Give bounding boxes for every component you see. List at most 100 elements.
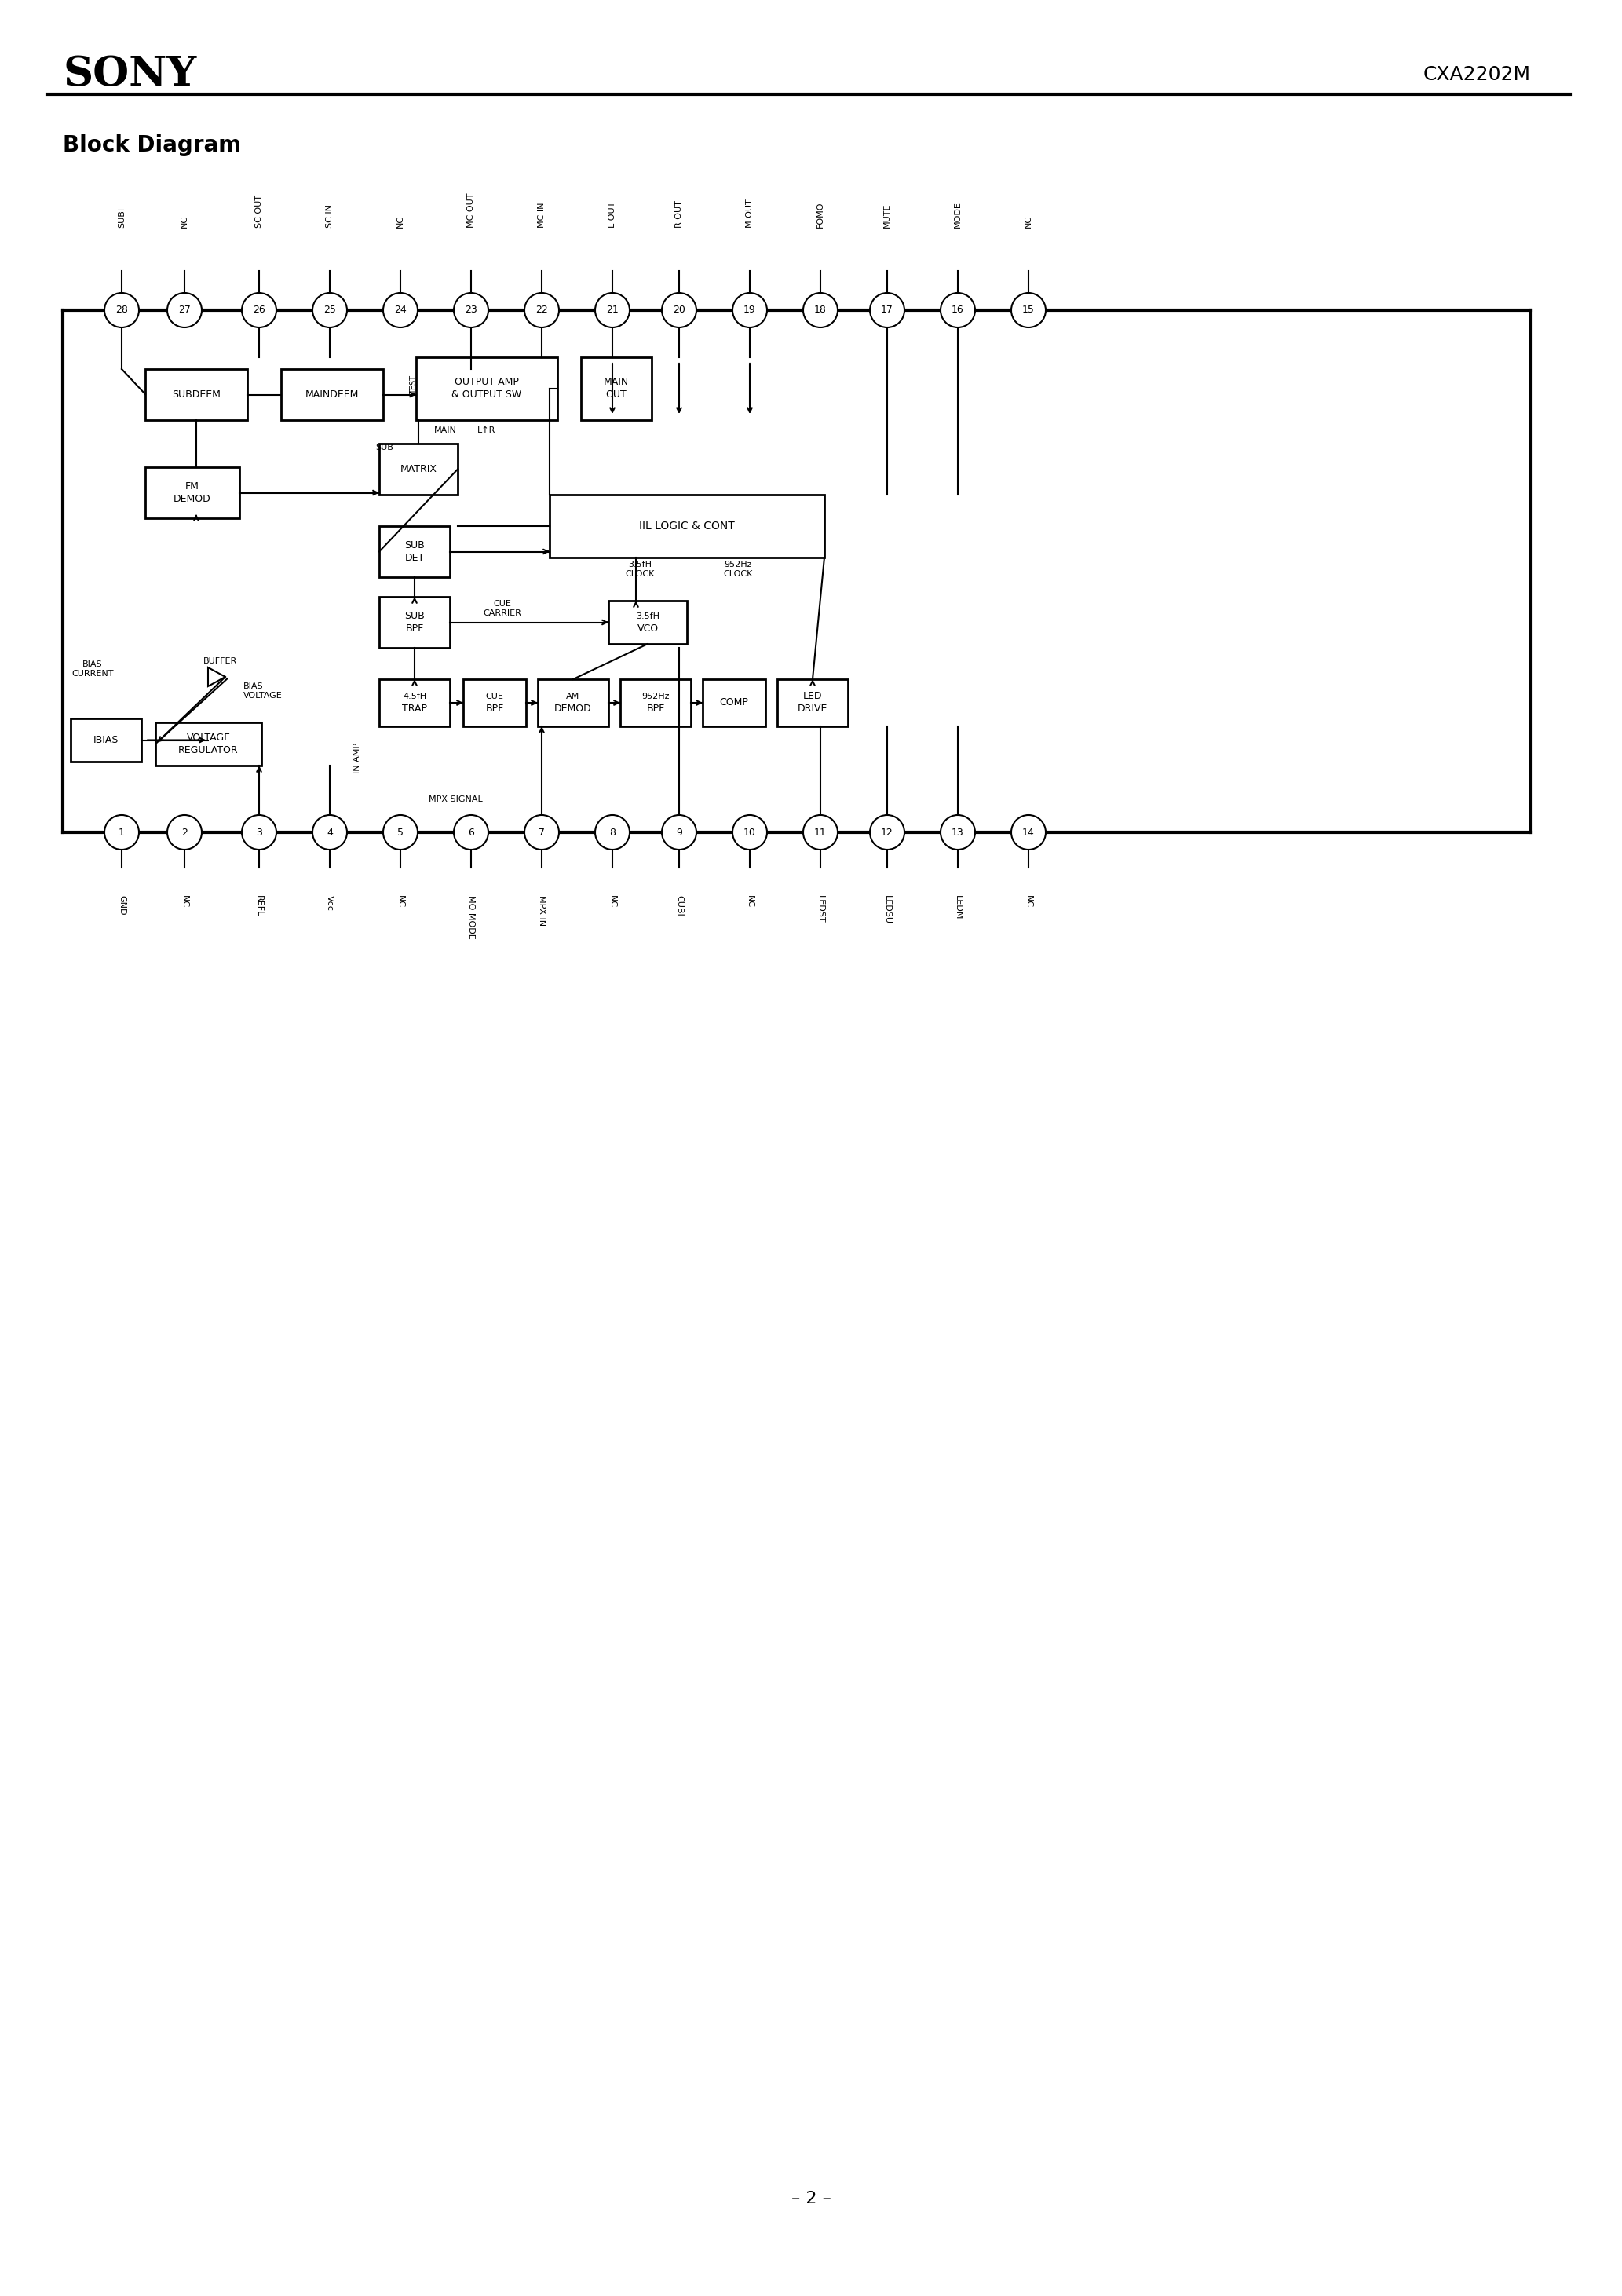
Text: L OUT: L OUT xyxy=(608,202,616,227)
Circle shape xyxy=(595,815,629,850)
Text: AM: AM xyxy=(566,693,581,700)
Text: SUBDEEM: SUBDEEM xyxy=(172,390,221,400)
Text: MPX SIGNAL: MPX SIGNAL xyxy=(428,794,482,804)
Text: DET: DET xyxy=(404,553,425,563)
Text: MODE: MODE xyxy=(954,202,962,227)
Text: NC: NC xyxy=(608,895,616,907)
Text: OUTPUT AMP: OUTPUT AMP xyxy=(454,377,519,388)
Text: OUT: OUT xyxy=(605,390,626,400)
Circle shape xyxy=(524,815,560,850)
Text: 3.5fH: 3.5fH xyxy=(636,613,660,620)
Bar xyxy=(608,602,688,643)
Text: 25: 25 xyxy=(323,305,336,315)
Text: IN AMP: IN AMP xyxy=(354,742,362,774)
Circle shape xyxy=(454,815,488,850)
Text: SUB: SUB xyxy=(404,540,425,551)
Text: CXA2202M: CXA2202M xyxy=(1422,64,1531,85)
Text: MPX IN: MPX IN xyxy=(539,895,545,925)
Circle shape xyxy=(104,815,139,850)
Circle shape xyxy=(869,815,905,850)
Bar xyxy=(620,680,691,726)
Circle shape xyxy=(595,294,629,328)
Circle shape xyxy=(313,815,347,850)
Text: 28: 28 xyxy=(115,305,128,315)
Circle shape xyxy=(941,294,975,328)
Text: DEMOD: DEMOD xyxy=(174,494,211,505)
Text: Vcc: Vcc xyxy=(326,895,334,912)
Text: BPF: BPF xyxy=(485,705,504,714)
Text: BUFFER: BUFFER xyxy=(203,657,237,666)
Text: 5: 5 xyxy=(397,827,404,838)
Circle shape xyxy=(242,294,276,328)
Text: 952Hz: 952Hz xyxy=(642,693,670,700)
Circle shape xyxy=(167,294,201,328)
Circle shape xyxy=(524,294,560,328)
Text: L↑R: L↑R xyxy=(477,427,496,434)
Text: NC: NC xyxy=(396,216,404,227)
Text: BPF: BPF xyxy=(406,625,423,634)
Text: 10: 10 xyxy=(743,827,756,838)
Text: GND: GND xyxy=(118,895,125,916)
Text: & OUTPUT SW: & OUTPUT SW xyxy=(451,390,522,400)
Text: FM: FM xyxy=(185,482,200,491)
Text: BIAS
CURRENT: BIAS CURRENT xyxy=(71,661,114,677)
Text: MAIN: MAIN xyxy=(603,377,629,388)
Text: TRAP: TRAP xyxy=(402,705,427,714)
Text: Block Diagram: Block Diagram xyxy=(63,133,242,156)
Text: 22: 22 xyxy=(535,305,548,315)
Circle shape xyxy=(313,294,347,328)
Text: LED: LED xyxy=(803,691,822,703)
Text: CUBI: CUBI xyxy=(675,895,683,916)
Circle shape xyxy=(803,815,837,850)
Circle shape xyxy=(662,294,696,328)
Circle shape xyxy=(383,294,418,328)
Circle shape xyxy=(167,815,201,850)
Text: MAINDEEM: MAINDEEM xyxy=(305,390,358,400)
Text: 8: 8 xyxy=(610,827,615,838)
Bar xyxy=(380,443,457,494)
Text: BPF: BPF xyxy=(647,705,665,714)
Text: 952Hz
CLOCK: 952Hz CLOCK xyxy=(723,560,753,579)
Text: 26: 26 xyxy=(253,305,266,315)
Circle shape xyxy=(941,815,975,850)
Text: 27: 27 xyxy=(178,305,191,315)
Circle shape xyxy=(733,294,767,328)
Text: NC: NC xyxy=(1025,895,1032,907)
Text: R OUT: R OUT xyxy=(675,200,683,227)
Text: 21: 21 xyxy=(607,305,618,315)
Bar xyxy=(146,466,240,519)
Text: MC OUT: MC OUT xyxy=(467,193,475,227)
Text: FOMO: FOMO xyxy=(816,202,824,227)
Text: REGULATOR: REGULATOR xyxy=(178,746,238,755)
Text: LEDM: LEDM xyxy=(954,895,962,921)
Text: 12: 12 xyxy=(881,827,894,838)
Bar xyxy=(156,723,261,765)
Text: REFL: REFL xyxy=(255,895,263,916)
Circle shape xyxy=(733,815,767,850)
Text: 20: 20 xyxy=(673,305,686,315)
Text: 7: 7 xyxy=(539,827,545,838)
Bar xyxy=(146,370,247,420)
Text: – 2 –: – 2 – xyxy=(792,2190,830,2206)
Text: SUB: SUB xyxy=(376,443,394,452)
Text: TEST: TEST xyxy=(410,374,418,395)
Text: DRIVE: DRIVE xyxy=(798,705,827,714)
Circle shape xyxy=(104,294,139,328)
Text: LEDSU: LEDSU xyxy=(884,895,890,925)
Text: NC: NC xyxy=(746,895,754,907)
Text: SONY: SONY xyxy=(63,55,196,94)
Text: MUTE: MUTE xyxy=(884,202,890,227)
Bar xyxy=(702,680,766,726)
Text: 16: 16 xyxy=(952,305,963,315)
Circle shape xyxy=(803,294,837,328)
Text: MO MODE: MO MODE xyxy=(467,895,475,939)
Circle shape xyxy=(869,294,905,328)
Text: 19: 19 xyxy=(743,305,756,315)
Bar xyxy=(581,358,652,420)
Circle shape xyxy=(383,815,418,850)
Text: SUBI: SUBI xyxy=(118,207,125,227)
Text: 24: 24 xyxy=(394,305,407,315)
Text: MATRIX: MATRIX xyxy=(401,464,436,475)
Text: DEMOD: DEMOD xyxy=(555,705,592,714)
Bar xyxy=(71,719,141,762)
